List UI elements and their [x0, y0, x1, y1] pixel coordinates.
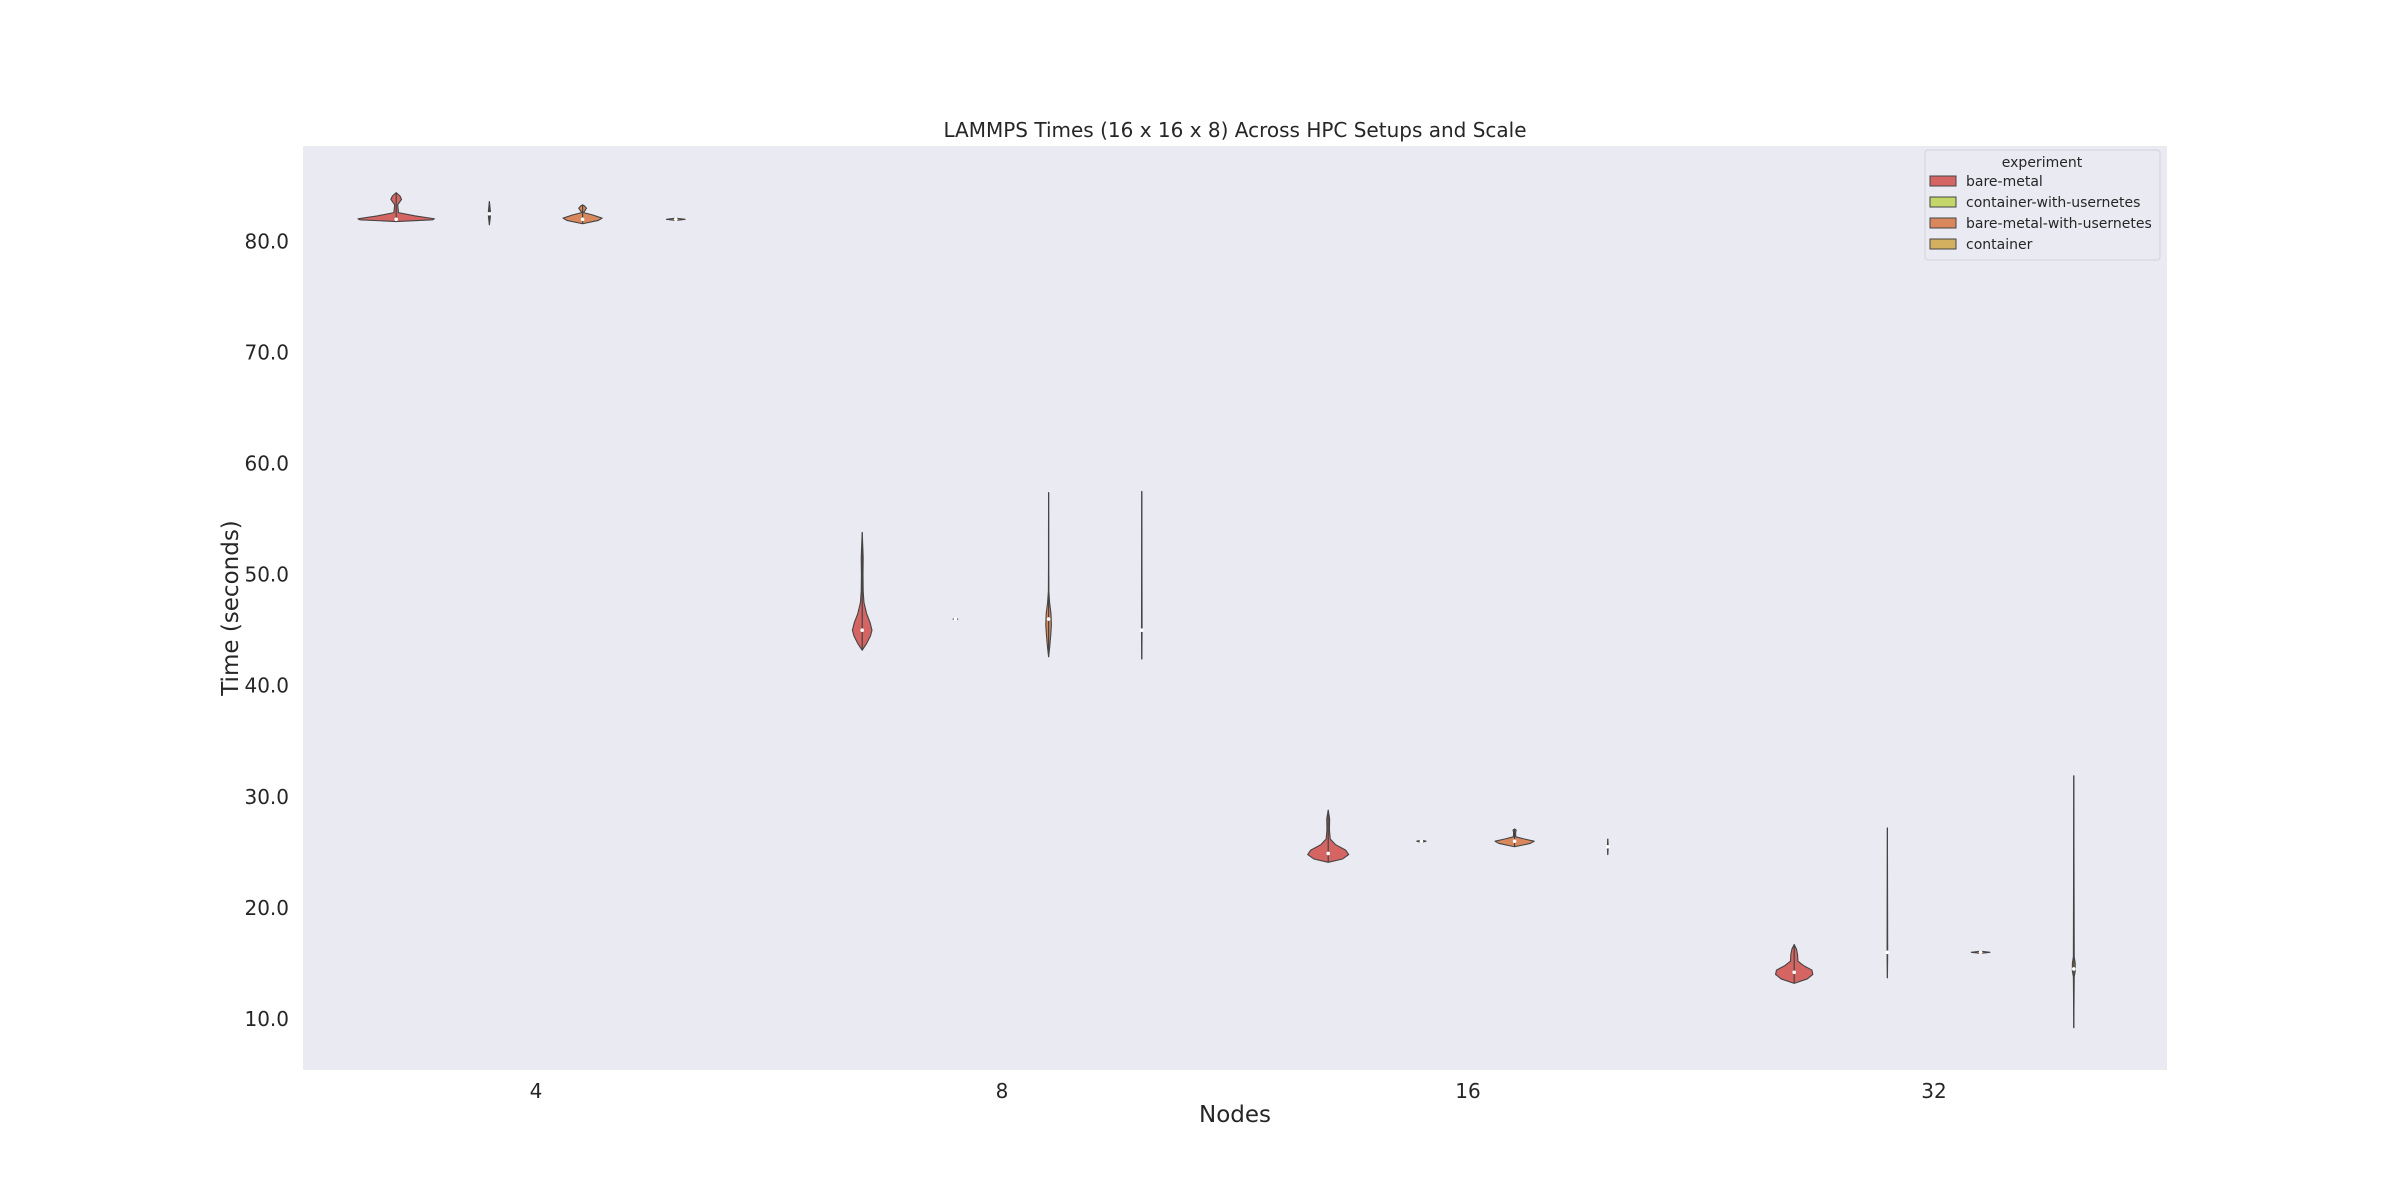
violin-median: [1512, 839, 1517, 844]
y-tick-label: 80.0: [244, 230, 289, 254]
legend-swatch: [1929, 175, 1957, 187]
violin-median: [487, 211, 492, 216]
violin-median: [674, 217, 678, 222]
legend-title: experiment: [2002, 155, 2083, 171]
violin-median: [1978, 950, 1983, 955]
legend-swatch: [1929, 196, 1957, 208]
y-tick-label: 50.0: [244, 563, 289, 587]
x-tick-label: 16: [1455, 1079, 1480, 1103]
y-tick-label: 20.0: [244, 896, 289, 920]
legend-frame: [1924, 149, 2161, 261]
y-tick-label: 70.0: [244, 341, 289, 365]
x-tick-label: 8: [996, 1079, 1009, 1103]
y-axis-title: Time (seconds): [218, 520, 244, 697]
x-tick-label: 32: [1921, 1079, 1946, 1103]
x-tick-label: 4: [530, 1079, 543, 1103]
y-tick-label: 60.0: [244, 452, 289, 476]
violin-median: [1792, 970, 1796, 975]
legend-swatch: [1929, 217, 1957, 229]
legend-entries: bare-metal container-with-usernetes bare-m…: [1929, 174, 2152, 253]
legend-swatch: [1929, 238, 1957, 250]
legend-label: container-with-usernetes: [1966, 195, 2140, 211]
legend-label: bare-metal: [1966, 174, 2043, 190]
y-tick-label: 30.0: [244, 785, 289, 809]
violin-median: [2072, 967, 2076, 971]
violin-layer: [357, 192, 2076, 1029]
legend-label: container: [1966, 237, 2033, 253]
chart-title: LAMMPS Times (16 x 16 x 8) Across HPC Se…: [943, 118, 1526, 142]
violin-median: [1326, 851, 1330, 856]
violin-median: [1885, 950, 1890, 955]
violin-median: [953, 617, 958, 621]
violin-median: [1606, 844, 1610, 849]
legend: experiment bare-metal container-with-user…: [1924, 149, 2161, 261]
y-tick-label: 10.0: [244, 1007, 289, 1031]
x-axis-title: Nodes: [1199, 1102, 1271, 1128]
legend-label: bare-metal-with-usernetes: [1966, 216, 2152, 232]
violin-median: [1419, 839, 1424, 844]
violin-median: [1140, 628, 1144, 633]
y-tick-label: 40.0: [244, 674, 289, 698]
violin-median: [1046, 617, 1051, 621]
plot-area: [303, 146, 2167, 1070]
violin-median: [860, 628, 864, 633]
violin-median: [580, 217, 585, 222]
y-axis-ticks: 10.0 20.0 30.0 40.0 50.0 60.0 70.0 80.0: [244, 230, 289, 1031]
violin-median: [394, 217, 399, 222]
x-axis-ticks: 4 8 16 32: [530, 1079, 1947, 1103]
